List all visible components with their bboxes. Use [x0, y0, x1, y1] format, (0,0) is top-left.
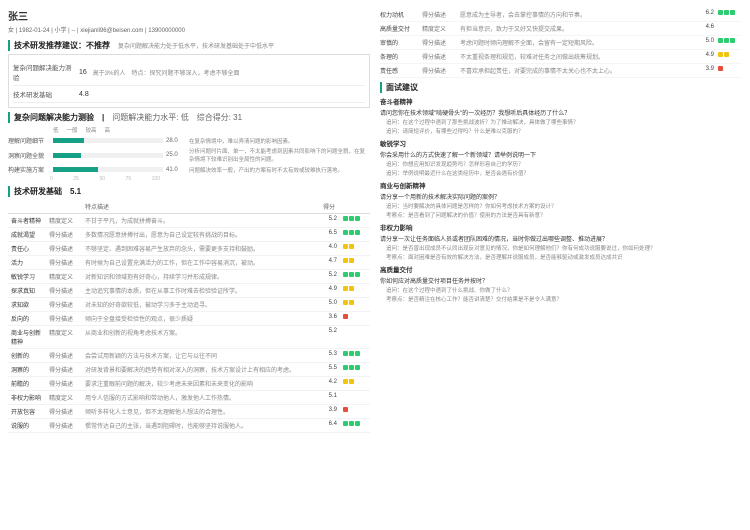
rec-box: 复杂问题解决能力测验16高于3%的人特点：探究问题不够深入，考虑不够全面技术研发…	[8, 54, 370, 108]
section-rec: 技术研发推荐建议：不推荐 复杂问题解决能力处于低水平，技术研发基础处于中低水平	[8, 40, 370, 51]
score-bars: 低一般较高高理解问题细节28.0在复杂情境中，难以弄清问题的影响因素。洞察问题全…	[8, 126, 370, 182]
trait-table: 特点描述得分奋斗者精神精度定义不甘于平凡，为成就拼搏奋斗。5.2成就渴望得分描述…	[8, 200, 370, 433]
candidate-name: 张三	[8, 8, 370, 23]
right-trait-rows: 权力动机得分描述愿意成为主导者，会去掌控事情的方向和节奏。6.2高质量交付精度定…	[380, 8, 742, 78]
section-interview: 面试建议	[380, 82, 742, 93]
section-s2: 技术研发基础 5.1	[8, 186, 370, 197]
interview-questions: 奋斗者精神请问您你在技术领域"啃硬骨头"的一次经历？我想听后具体经历了什么？追问…	[380, 96, 742, 303]
right-column: 权力动机得分描述愿意成为主导者，会去掌控事情的方向和节奏。6.2高质量交付精度定…	[380, 8, 742, 433]
section-s1: 复杂问题解决能力测验 | 问题解决能力水平: 低 综合得分: 31	[8, 112, 370, 123]
candidate-info: 女 | 1982-01-24 | 小学 | -- | xiejianli96@b…	[8, 25, 370, 34]
left-column: 张三 女 | 1982-01-24 | 小学 | -- | xiejianli9…	[8, 8, 370, 433]
